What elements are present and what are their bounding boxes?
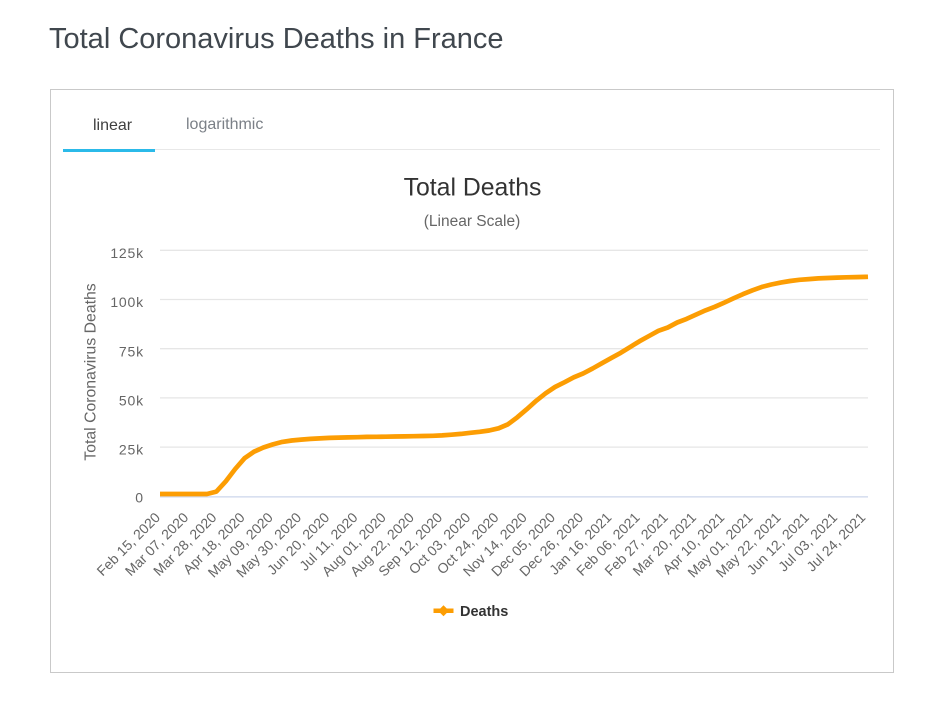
svg-text:100k: 100k <box>110 294 144 310</box>
svg-text:Total Deaths: Total Deaths <box>404 174 542 201</box>
svg-text:Deaths: Deaths <box>460 604 508 620</box>
svg-text:50k: 50k <box>119 393 144 409</box>
svg-text:0: 0 <box>135 489 144 505</box>
svg-text:25k: 25k <box>119 442 144 458</box>
svg-text:125k: 125k <box>110 245 144 261</box>
svg-text:Total Coronavirus Deaths: Total Coronavirus Deaths <box>83 283 100 460</box>
svg-text:75k: 75k <box>119 343 144 359</box>
svg-text:(Linear Scale): (Linear Scale) <box>424 213 521 230</box>
